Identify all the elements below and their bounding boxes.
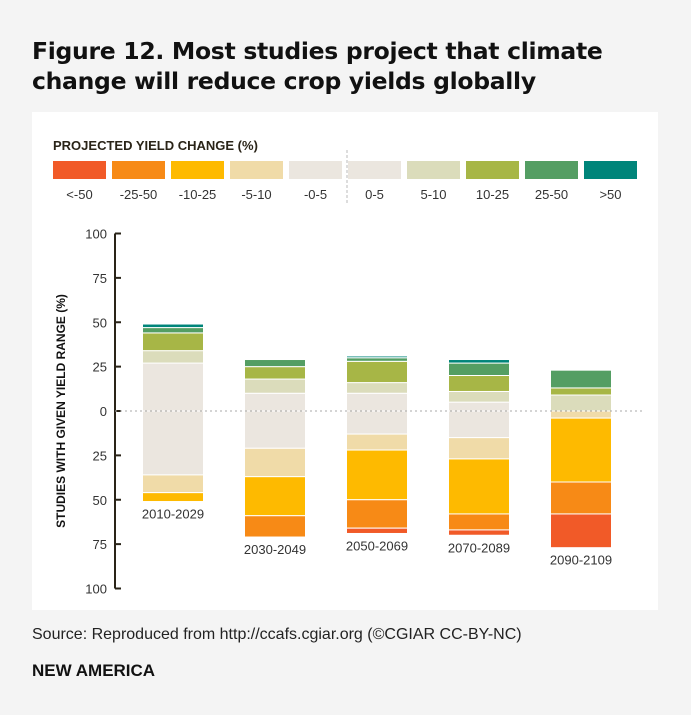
bar-segment — [550, 513, 612, 549]
bar-segment — [142, 350, 204, 364]
bar-segment — [448, 362, 510, 376]
bar-segment — [550, 417, 612, 483]
bar-segment — [448, 390, 510, 403]
bar-segment — [346, 382, 408, 394]
bar-segment — [244, 410, 306, 449]
category-label: 2010-2029 — [142, 507, 204, 522]
bar-segment — [346, 357, 408, 362]
chart-panel: PROJECTED YIELD CHANGE (%) <-50 -25-50 -10-… — [32, 112, 658, 610]
bar-segment — [244, 476, 306, 517]
bar-segment — [448, 375, 510, 392]
chart: PROJECTED YIELD CHANGE (%) <-50 -25-50 -10-… — [53, 138, 644, 597]
bar-segment — [346, 433, 408, 451]
bar-segment — [142, 362, 204, 412]
legend-title: PROJECTED YIELD CHANGE (%) — [53, 138, 258, 153]
legend-swatch — [584, 161, 637, 179]
bar-segment — [550, 369, 612, 389]
bar-segment — [142, 474, 204, 494]
bar-segment — [142, 492, 204, 503]
bar-segment — [142, 323, 204, 329]
bar-segment — [448, 401, 510, 412]
legend-label: <-50 — [66, 187, 92, 202]
brand-name: NEW AMERICA — [32, 661, 156, 680]
y-tick-label: 100 — [85, 582, 107, 597]
bar-segment — [244, 515, 306, 538]
bar-segment — [346, 499, 408, 529]
figure-title: Figure 12. Most studies project that cli… — [32, 37, 603, 95]
source-note: Source: Reproduced from http://ccafs.cgi… — [32, 626, 522, 643]
legend-label: 5-10 — [420, 187, 446, 202]
legend-label: 25-50 — [535, 187, 568, 202]
legend-label: 0-5 — [365, 187, 384, 202]
bar-segment — [550, 481, 612, 515]
category-label: 2090-2109 — [550, 553, 612, 568]
bar-segment — [244, 378, 306, 394]
legend-label: -10-25 — [179, 187, 217, 202]
category-label: 2070-2089 — [448, 540, 510, 555]
legend-swatch — [53, 161, 106, 179]
bar-segment — [346, 527, 408, 534]
bar-segment — [142, 332, 204, 352]
category-label: 2030-2049 — [244, 542, 306, 557]
bar-segment — [346, 392, 408, 412]
bar-segment — [244, 366, 306, 380]
bar-segment — [244, 359, 306, 368]
y-tick-label: 25 — [93, 448, 107, 463]
legend-swatch — [289, 161, 342, 179]
bar-segment — [346, 355, 408, 359]
legend-swatch — [407, 161, 460, 179]
legend-swatch — [466, 161, 519, 179]
bar-segment — [550, 410, 612, 419]
y-tick-label: 75 — [93, 537, 107, 552]
bar-segment — [448, 410, 510, 439]
y-tick-label: 100 — [85, 227, 107, 242]
legend-label: 10-25 — [476, 187, 509, 202]
legend-swatch — [171, 161, 224, 179]
category-label: 2050-2069 — [346, 538, 408, 553]
y-tick-label: 75 — [93, 271, 107, 286]
legend-label: -5-10 — [241, 187, 271, 202]
y-tick-label: 0 — [100, 404, 107, 419]
bar-segment — [244, 447, 306, 478]
legend-swatch — [525, 161, 578, 179]
bar-segment — [448, 458, 510, 515]
bar-segment — [550, 387, 612, 396]
bar-segment — [346, 410, 408, 435]
bar-segment — [448, 437, 510, 460]
y-axis-label: STUDIES WITH GIVEN YIELD RANGE (%) — [54, 294, 68, 528]
legend-label: >50 — [599, 187, 621, 202]
legend-label: -0-5 — [304, 187, 327, 202]
legend-label: -25-50 — [120, 187, 158, 202]
bar-segment — [142, 327, 204, 334]
bar-segment — [448, 513, 510, 531]
y-tick-label: 25 — [93, 360, 107, 375]
bar-segment — [244, 392, 306, 412]
bar-segment — [448, 359, 510, 364]
bar-segment — [346, 360, 408, 384]
y-tick-label: 50 — [93, 493, 107, 508]
bar-segment — [550, 394, 612, 412]
bar-segment — [448, 529, 510, 536]
bar-segment — [142, 410, 204, 476]
legend-swatch — [112, 161, 165, 179]
y-tick-label: 50 — [93, 315, 107, 330]
bar-segment — [346, 449, 408, 501]
legend-swatch — [230, 161, 283, 179]
legend-swatch — [348, 161, 401, 179]
